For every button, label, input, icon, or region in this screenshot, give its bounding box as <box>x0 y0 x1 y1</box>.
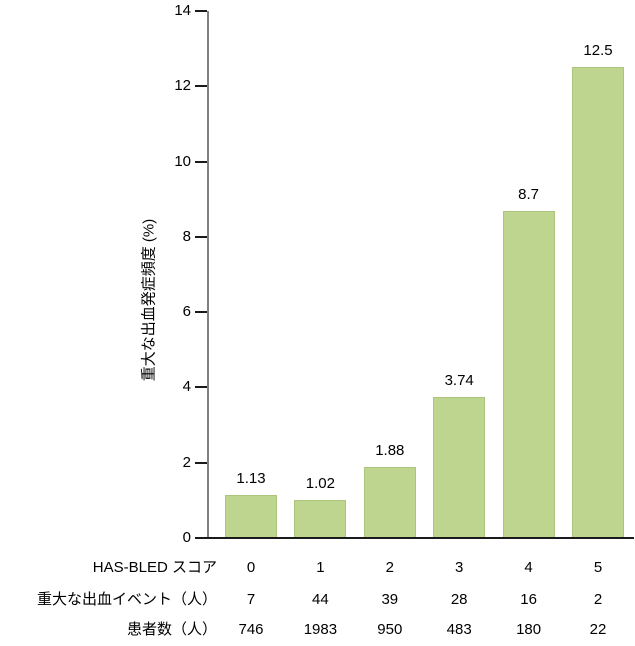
table-cell: 1 <box>316 559 325 576</box>
table-row-label: 患者数（人） <box>126 621 217 638</box>
y-axis-tick-label: 4 <box>182 378 191 396</box>
y-axis-tick <box>195 537 207 539</box>
y-axis-tick-label: 14 <box>174 2 191 19</box>
y-axis-line <box>207 11 209 539</box>
table-cell: 28 <box>450 591 468 608</box>
y-axis-tick <box>195 311 207 314</box>
bar-value-label: 1.13 <box>236 470 266 488</box>
y-axis-tick-label: 2 <box>182 453 191 471</box>
y-axis-tick <box>195 386 207 389</box>
bar <box>225 495 277 537</box>
bar-value-label: 8.7 <box>518 185 540 203</box>
y-axis-tick <box>195 85 207 88</box>
y-axis-tick <box>195 461 207 464</box>
table-cell: 3 <box>455 559 464 576</box>
bar <box>502 210 555 537</box>
bar-value-label: 1.02 <box>305 474 335 492</box>
bar <box>363 467 416 537</box>
table-cell: 5 <box>593 559 603 576</box>
table-cell: 950 <box>377 621 403 638</box>
table-cell: 0 <box>246 559 256 576</box>
x-axis-line <box>207 537 634 539</box>
bar-value-label: 12.5 <box>583 42 613 60</box>
bar-value-label: 1.88 <box>375 442 405 460</box>
y-axis-tick-label: 6 <box>182 303 191 321</box>
bar <box>433 397 486 537</box>
table-cell: 16 <box>520 591 537 608</box>
table-cell: 746 <box>238 621 264 638</box>
table-row-label: 重大な出血イベント（人） <box>36 591 217 608</box>
y-axis-tick <box>195 10 207 12</box>
table-cell: 2 <box>385 559 394 576</box>
table-cell: 1983 <box>303 621 338 638</box>
y-axis-tick-label: 10 <box>174 152 191 170</box>
y-axis-tick-label: 8 <box>182 227 191 245</box>
table-cell: 483 <box>446 621 472 638</box>
y-axis-tick-label: 0 <box>182 529 191 546</box>
y-axis-tick-label: 12 <box>174 77 191 95</box>
y-axis-tick <box>195 160 207 163</box>
table-cell: 4 <box>524 559 533 576</box>
table-cell: 7 <box>246 591 256 608</box>
y-axis-tick <box>195 235 207 238</box>
table-cell: 22 <box>589 621 607 638</box>
bar <box>572 67 624 537</box>
bar <box>294 499 347 537</box>
table-cell: 180 <box>516 621 542 638</box>
table-row-label: HAS-BLED スコア <box>92 559 217 576</box>
table-cell: 2 <box>593 591 603 608</box>
table-cell: 44 <box>312 591 329 608</box>
bar-value-label: 3.74 <box>444 372 474 390</box>
table-cell: 39 <box>381 591 399 608</box>
